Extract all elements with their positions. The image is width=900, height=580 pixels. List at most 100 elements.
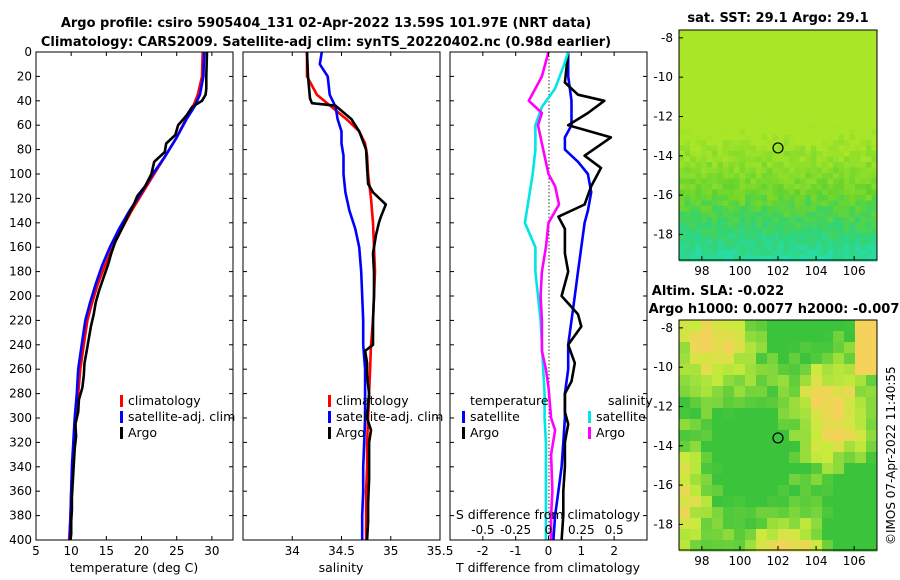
map-cell	[778, 320, 790, 332]
map-cell	[827, 90, 834, 97]
map-cell	[679, 79, 685, 86]
map-cell	[866, 189, 872, 196]
map-cell	[712, 46, 718, 53]
map-cell	[789, 386, 801, 398]
map-cell	[778, 63, 784, 69]
map-cell	[690, 397, 702, 409]
map-cell	[805, 96, 812, 102]
map-cell	[756, 123, 762, 130]
map-cell	[811, 206, 817, 212]
map-cell	[745, 156, 751, 163]
map-cell	[805, 112, 812, 119]
temperature-panel: 0204060801001201401601802002202402602803…	[9, 45, 235, 575]
map-cell	[855, 331, 867, 343]
map-cell	[767, 162, 773, 168]
map-cell	[833, 79, 839, 86]
map-cell	[822, 101, 828, 108]
map-cell	[679, 46, 685, 53]
map-cell	[701, 474, 713, 486]
map-cell	[783, 195, 790, 201]
x-tick-label: 5	[32, 544, 40, 558]
map-cell	[679, 151, 685, 157]
map-cell	[772, 46, 779, 53]
map-cell	[723, 255, 729, 262]
map-cell	[844, 364, 856, 376]
map-cell	[712, 74, 718, 80]
map-cell	[778, 364, 790, 376]
map-cell	[701, 353, 713, 365]
map-cell	[679, 375, 691, 387]
map-cell	[745, 35, 751, 42]
map-cell	[816, 244, 823, 251]
map-cell	[679, 30, 685, 36]
temperature-xlabel: temperature (deg C)	[70, 560, 199, 575]
map-cell	[723, 250, 729, 256]
map-cell	[734, 52, 740, 58]
map-cell	[723, 167, 729, 174]
map-cell	[734, 386, 746, 398]
map-cell	[871, 250, 878, 256]
map-cell	[767, 145, 773, 152]
legend-label-satellite: satellite-adj. clim	[336, 409, 443, 424]
map-cell	[723, 156, 729, 163]
map-cell	[734, 123, 740, 130]
map-cell	[679, 101, 685, 108]
map-cell	[794, 123, 801, 130]
map-cell	[844, 173, 850, 179]
map-cell	[871, 74, 878, 80]
map-cell	[745, 386, 757, 398]
map-cell	[734, 90, 740, 97]
map-cell	[778, 244, 784, 251]
map-cell	[811, 90, 817, 97]
map-cell	[772, 35, 779, 42]
map-cell	[789, 233, 795, 240]
map-cell	[717, 107, 724, 113]
map-cell	[690, 140, 696, 146]
y-tick-label: 380	[9, 509, 32, 523]
map-cell	[772, 101, 779, 108]
map-cell	[866, 222, 872, 229]
map-cell	[712, 255, 718, 262]
map-cell	[739, 200, 746, 207]
map-cell	[723, 239, 729, 245]
map-cell	[690, 222, 696, 229]
map-cell	[789, 206, 795, 212]
map-cell	[767, 507, 779, 519]
map-cell	[750, 156, 757, 163]
map-cell	[838, 101, 845, 108]
map-cell	[833, 145, 839, 152]
map-cell	[728, 156, 735, 163]
map-cell	[695, 74, 702, 80]
map-cell	[855, 496, 867, 508]
map-cell	[811, 200, 817, 207]
map-cell	[844, 441, 856, 453]
map-cell	[695, 90, 702, 97]
map-cell	[745, 353, 757, 365]
map-cell	[734, 101, 740, 108]
map-cell	[844, 57, 850, 64]
map-cell	[866, 123, 872, 130]
map-cell	[756, 85, 762, 91]
map-cell	[745, 441, 757, 453]
map-cell	[866, 507, 878, 519]
map-cell	[811, 173, 817, 179]
map-cell	[822, 233, 828, 240]
map-cell	[871, 211, 878, 218]
map-cell	[767, 200, 773, 207]
map-cell	[706, 184, 713, 190]
map-cell	[778, 74, 784, 80]
map-cell	[871, 200, 878, 207]
map-cell	[811, 112, 817, 119]
map-cell	[723, 463, 735, 475]
map-cell	[833, 228, 839, 234]
map-cell	[684, 107, 691, 113]
map-cell	[684, 167, 691, 174]
map-cell	[772, 151, 779, 157]
map-cell	[767, 90, 773, 97]
map-cell	[816, 156, 823, 163]
map-cell	[844, 217, 850, 223]
map-cell	[690, 30, 696, 36]
map-cell	[833, 52, 839, 58]
map-cell	[800, 430, 812, 442]
x-tick-label: 34	[285, 544, 300, 558]
